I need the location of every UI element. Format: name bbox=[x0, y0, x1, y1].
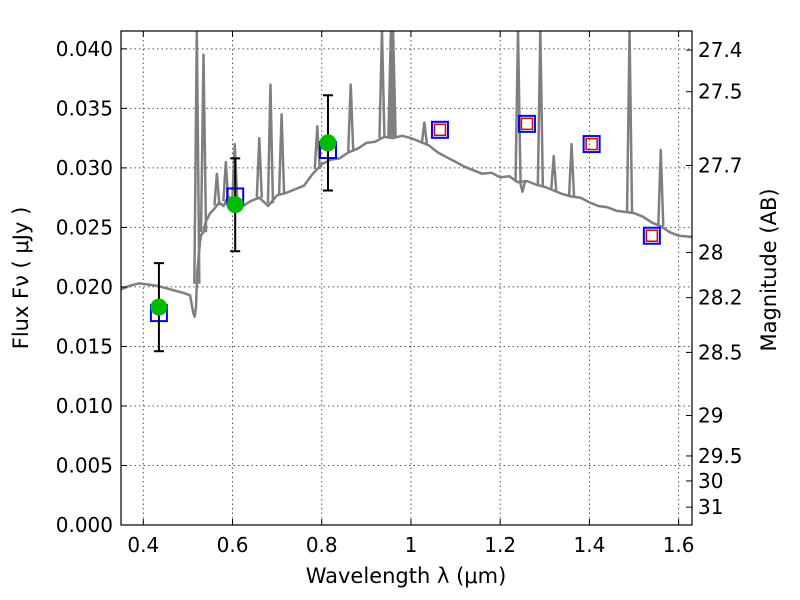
mag-tick-label: 29.5 bbox=[698, 444, 743, 468]
emission-line-spike bbox=[549, 154, 558, 191]
y-axis-title: Flux Fν ( μJy ) bbox=[9, 207, 33, 350]
emission-line-spike bbox=[213, 172, 221, 206]
y-tick-label: 0.020 bbox=[56, 275, 113, 299]
upper-limit-square bbox=[585, 137, 598, 151]
emission-line-spike bbox=[199, 53, 208, 233]
emission-line-spike bbox=[313, 124, 322, 170]
mag-tick-label: 28.5 bbox=[698, 340, 743, 364]
emission-line-spike bbox=[567, 142, 576, 197]
y-axis-right-title: Magnitude (AB) bbox=[757, 188, 781, 351]
emission-line-spike bbox=[193, 31, 201, 284]
x-tick-label: 0.6 bbox=[217, 533, 249, 557]
axis-labels: Wavelength λ (μm) Flux Fν ( μJy ) Magnit… bbox=[9, 188, 781, 588]
grid bbox=[121, 31, 692, 526]
observed-photometry-point bbox=[150, 298, 168, 316]
y-tick-label: 0.035 bbox=[56, 96, 113, 120]
y-tick-label: 0.030 bbox=[56, 156, 113, 180]
plot-frame bbox=[120, 30, 693, 526]
axes: 0.4 0.6 0.8 1 1.2 1.4 1.6 0.000 0.005 0.010 0.015 0… bbox=[56, 31, 743, 557]
emission-line-spike bbox=[514, 31, 522, 183]
y-tick-label: 0.000 bbox=[56, 513, 113, 537]
mag-tick-label: 28.2 bbox=[698, 286, 743, 310]
model-photometry-square bbox=[517, 114, 536, 133]
y-tick-label: 0.040 bbox=[56, 37, 113, 61]
x-axis-title: Wavelength λ (μm) bbox=[306, 564, 507, 588]
mag-tick-label: 27.4 bbox=[698, 38, 743, 62]
x-tick-label: 1 bbox=[405, 533, 418, 557]
model-spectrum-line bbox=[121, 134, 692, 318]
mag-tick-label: 27.5 bbox=[698, 80, 743, 104]
x-tick-label: 1.6 bbox=[663, 533, 695, 557]
x-tick-label: 0.8 bbox=[306, 533, 338, 557]
x-tick-label: 1.2 bbox=[484, 533, 516, 557]
emission-line-spike bbox=[657, 148, 665, 227]
emission-line-spike bbox=[231, 142, 239, 201]
y-tick-label: 0.025 bbox=[56, 215, 113, 239]
observed-photometry-point bbox=[319, 134, 337, 152]
upper-limit-square bbox=[645, 229, 659, 242]
y-tick-label: 0.005 bbox=[56, 453, 113, 477]
mag-tick-label: 31 bbox=[698, 495, 723, 519]
y-tick-label: 0.015 bbox=[56, 334, 113, 358]
model-photometry-square bbox=[430, 120, 449, 139]
mag-tick-label: 28 bbox=[698, 240, 723, 264]
emission-line-spike bbox=[625, 31, 634, 213]
mag-tick-label: 29 bbox=[698, 403, 723, 427]
y-tick-label: 0.010 bbox=[56, 394, 113, 418]
emission-line-spike bbox=[518, 181, 527, 193]
emission-line-spike bbox=[420, 121, 429, 144]
emission-line-spike bbox=[536, 31, 545, 186]
x-tick-label: 0.4 bbox=[127, 533, 159, 557]
mag-tick-label: 27.7 bbox=[698, 154, 743, 178]
emission-line-spike bbox=[346, 83, 355, 152]
emission-line-spike bbox=[277, 113, 286, 195]
emission-line-spike bbox=[378, 31, 386, 139]
emission-line-spike bbox=[389, 31, 397, 139]
model-photometry-square bbox=[582, 135, 601, 154]
emission-line-spike bbox=[266, 83, 275, 204]
model-photometry-square bbox=[642, 226, 661, 245]
upper-limit-square bbox=[520, 117, 534, 131]
mag-tick-label: 30 bbox=[698, 469, 723, 493]
emission-line-spike bbox=[255, 136, 264, 198]
plot-area bbox=[121, 31, 692, 353]
x-tick-label: 1.4 bbox=[573, 533, 605, 557]
observed-photometry-point bbox=[226, 196, 244, 214]
upper-limit-square bbox=[433, 123, 447, 137]
